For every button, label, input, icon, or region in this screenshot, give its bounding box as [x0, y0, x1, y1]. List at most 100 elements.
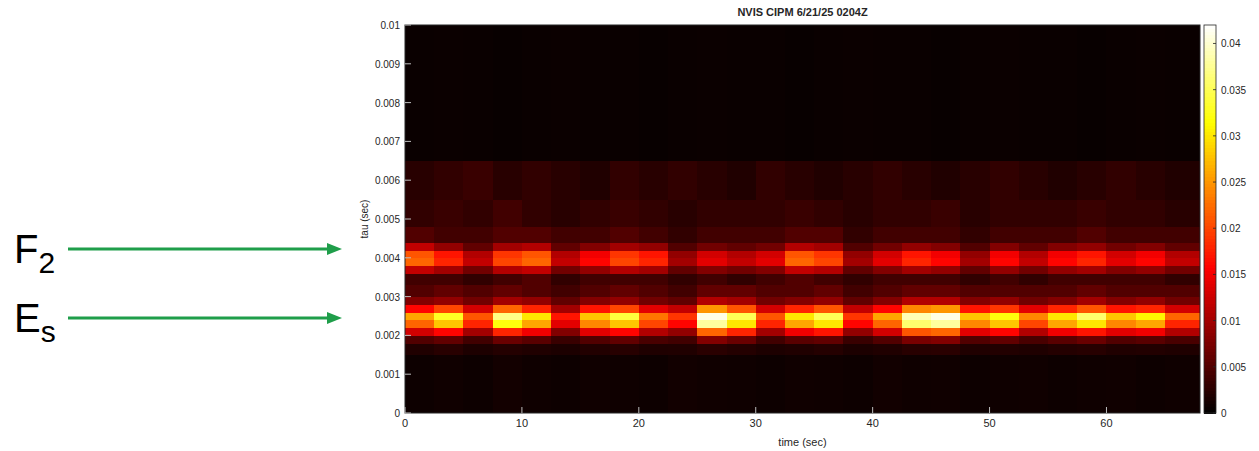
cell [668, 343, 698, 355]
cell [727, 258, 757, 266]
colorbar-step [1204, 407, 1216, 411]
cell [493, 320, 523, 328]
colorbar-tick [1213, 135, 1216, 136]
colorbar-step [1204, 48, 1216, 52]
cell [960, 312, 990, 320]
cell [843, 200, 873, 228]
cell [1165, 355, 1200, 413]
cell [493, 242, 523, 250]
cell [814, 355, 844, 413]
colorbar-step [1204, 206, 1216, 210]
colorbar-step [1204, 38, 1216, 42]
annotation-subscript: 2 [38, 246, 55, 279]
cell [668, 297, 698, 305]
x-tick [638, 407, 639, 413]
cell [639, 285, 669, 297]
cell [493, 266, 523, 274]
cell [434, 227, 464, 243]
cell [960, 250, 990, 258]
cell [580, 250, 610, 258]
cell [960, 320, 990, 328]
colorbar-step [1204, 161, 1216, 165]
cell [727, 320, 757, 328]
cell [697, 312, 727, 320]
cell [843, 161, 873, 200]
colorbar-step [1204, 371, 1216, 375]
annotation-subscript: s [41, 315, 56, 348]
cell [1019, 312, 1049, 320]
cell [697, 304, 727, 312]
colorbar-tick-label: 0.02 [1221, 223, 1241, 234]
cell [551, 258, 581, 266]
cell [610, 304, 640, 312]
cell [902, 227, 932, 243]
cell [843, 250, 873, 258]
cell [1106, 355, 1136, 413]
cell [1165, 285, 1200, 297]
cell [1048, 320, 1078, 328]
cell [873, 25, 903, 161]
cell [1019, 258, 1049, 266]
cell [1019, 285, 1049, 297]
cell [990, 227, 1020, 243]
colorbar-step [1204, 145, 1216, 149]
cell [697, 25, 727, 161]
cell [960, 227, 990, 243]
cell [405, 266, 435, 274]
cell [814, 304, 844, 312]
cell [551, 25, 581, 161]
cell [843, 320, 873, 328]
y-tick [405, 413, 411, 414]
colorbar-step [1204, 70, 1216, 74]
cell [814, 242, 844, 250]
cell [727, 266, 757, 274]
cell [1048, 304, 1078, 312]
cell [902, 258, 932, 266]
cell [990, 242, 1020, 250]
cell [463, 304, 493, 312]
cell [668, 266, 698, 274]
cell [843, 312, 873, 320]
cell [639, 161, 669, 200]
colorbar-step [1204, 261, 1216, 265]
cell [551, 250, 581, 258]
cell [1106, 320, 1136, 328]
cell [756, 297, 786, 305]
title: NVIS CIPM 6/21/25 0204Z [737, 6, 868, 18]
cell [902, 328, 932, 336]
cell [1077, 285, 1107, 297]
colorbar-step [1204, 151, 1216, 155]
cell [727, 250, 757, 258]
cell [902, 312, 932, 320]
cell [1019, 242, 1049, 250]
cell [873, 320, 903, 328]
cell [931, 343, 961, 355]
cell [960, 200, 990, 228]
y-tick-label: 0.007 [375, 136, 400, 147]
cell [1136, 266, 1166, 274]
cell [960, 297, 990, 305]
cell [463, 328, 493, 336]
cell [1136, 343, 1166, 355]
cell [931, 25, 961, 161]
cell [1077, 304, 1107, 312]
colorbar-step [1204, 106, 1216, 110]
cell [990, 335, 1020, 343]
colorbar-tick [1213, 320, 1216, 321]
cell [551, 200, 581, 228]
cell [1136, 328, 1166, 336]
cell [931, 312, 961, 320]
colorbar-step [1204, 306, 1216, 310]
cell [873, 161, 903, 200]
colorbar-step [1204, 86, 1216, 90]
cell [990, 25, 1020, 161]
cell [697, 200, 727, 228]
colorbar-step [1204, 54, 1216, 58]
y-tick [405, 180, 411, 181]
cell [580, 335, 610, 343]
y-tick-label: 0.008 [375, 98, 400, 109]
cell [1077, 266, 1107, 274]
cell [1077, 312, 1107, 320]
cell [1048, 312, 1078, 320]
x-tick [755, 407, 756, 413]
